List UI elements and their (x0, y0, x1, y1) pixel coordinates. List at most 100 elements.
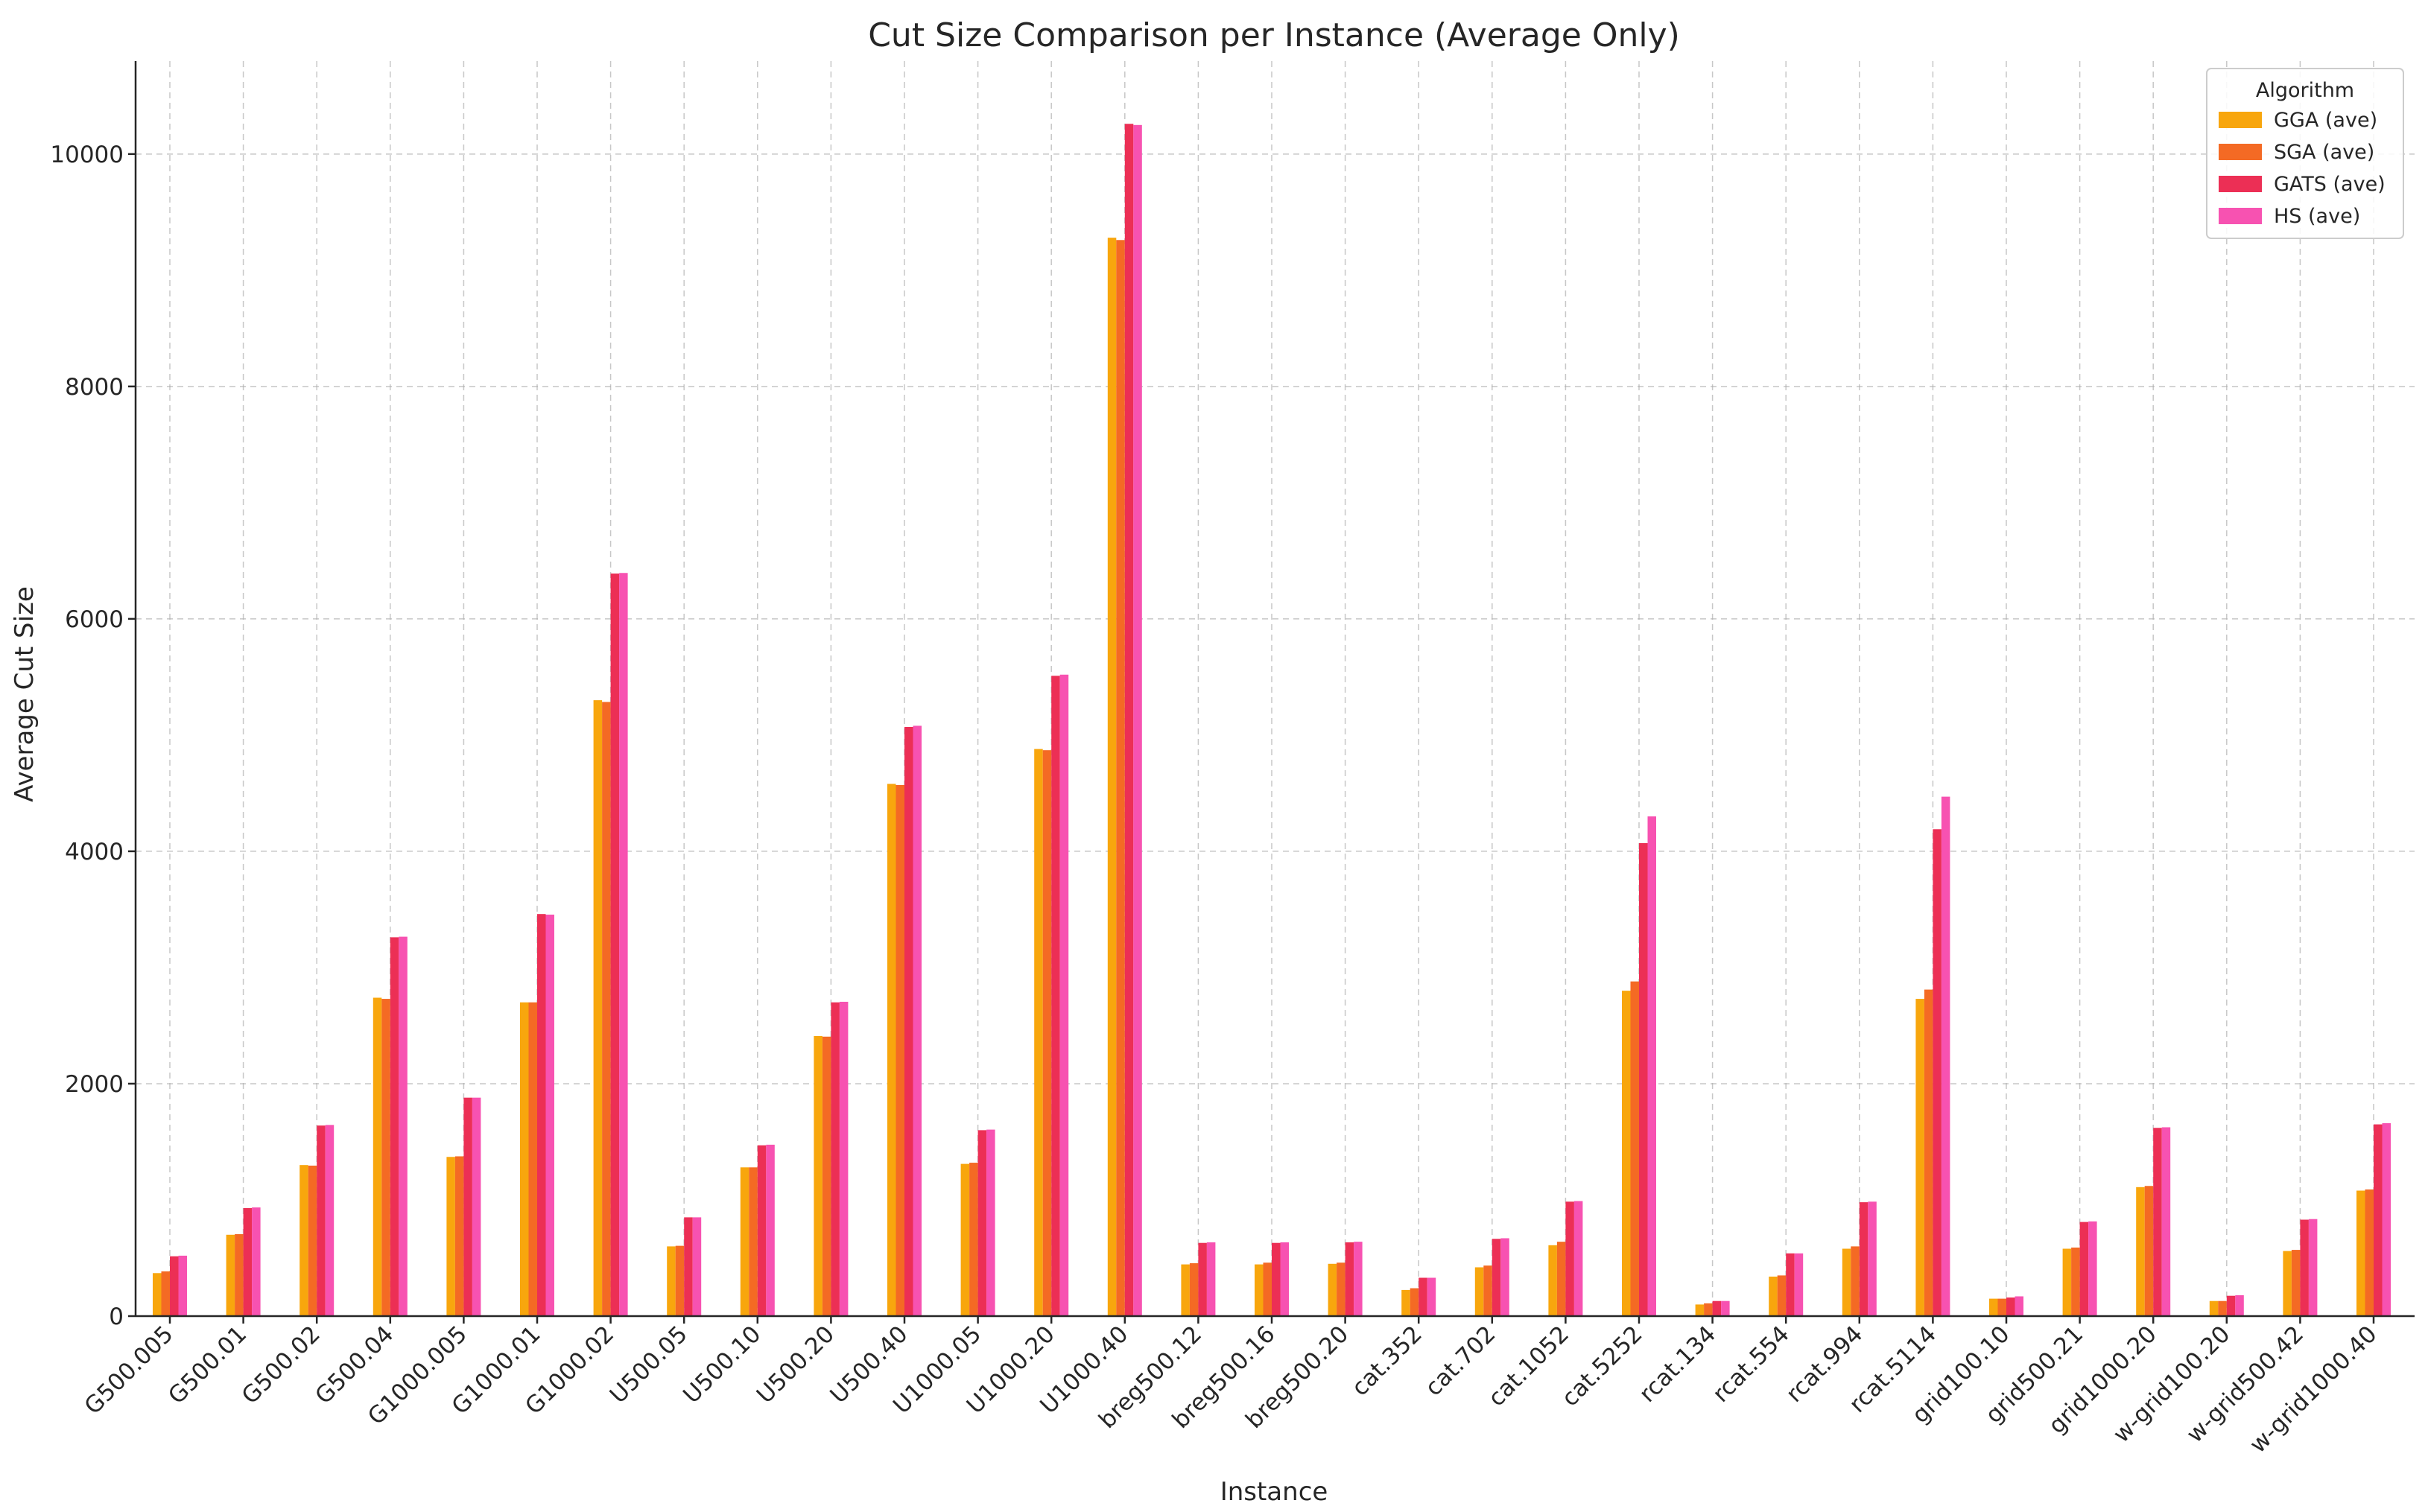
bar (684, 1217, 693, 1316)
bar (235, 1234, 244, 1316)
bar (814, 1035, 822, 1316)
bar (2365, 1189, 2374, 1316)
bar (161, 1271, 170, 1316)
x-tick-label: cat.5252 (1556, 1321, 1647, 1411)
x-tick-label: rcat.554 (1708, 1321, 1795, 1408)
legend-frame (2206, 68, 2404, 239)
bar (1851, 1246, 1860, 1316)
bar (887, 784, 896, 1316)
bar (545, 914, 554, 1316)
bar (2226, 1295, 2236, 1316)
bar (2015, 1296, 2023, 1316)
bar (977, 1130, 987, 1316)
bar (960, 1163, 970, 1316)
bar (1263, 1262, 1272, 1316)
bar (1059, 674, 1069, 1316)
bar (170, 1256, 179, 1316)
bar (1483, 1265, 1492, 1316)
bar (1924, 989, 1933, 1316)
bar (399, 936, 408, 1316)
bar (537, 914, 546, 1316)
bar (1474, 1267, 1484, 1316)
bar (2062, 1248, 2072, 1316)
x-tick-label: rcat.134 (1634, 1321, 1721, 1408)
bar (1721, 1300, 1730, 1316)
x-tick-label: U500.05 (605, 1321, 693, 1408)
legend-label: GATS (ave) (2274, 173, 2386, 196)
bar (1328, 1263, 1337, 1316)
bar (1933, 829, 1942, 1316)
legend-swatch (2219, 176, 2262, 192)
bar (1859, 1202, 1868, 1316)
y-tick-label: 4000 (65, 839, 124, 865)
legend-title: Algorithm (2256, 79, 2354, 102)
bar (1622, 991, 1631, 1316)
bar (1868, 1201, 1877, 1316)
bar (308, 1165, 317, 1316)
bar (317, 1125, 326, 1316)
x-tick-label: U500.10 (678, 1321, 766, 1408)
bar (1777, 1275, 1787, 1316)
bar (1410, 1288, 1419, 1316)
x-tick-label: cat.352 (1347, 1321, 1427, 1401)
bar (1255, 1264, 1264, 1316)
legend-label: GGA (ave) (2274, 109, 2377, 132)
bar (1695, 1304, 1705, 1316)
bar (1941, 796, 1950, 1316)
bar (2300, 1219, 2309, 1316)
bar (2374, 1124, 2383, 1316)
legend-label: HS (ave) (2274, 205, 2360, 228)
bar (528, 1002, 537, 1316)
bar (2153, 1128, 2162, 1316)
bar (766, 1144, 775, 1316)
bar (749, 1167, 758, 1316)
bar (2088, 1221, 2097, 1316)
bar (1639, 843, 1648, 1316)
legend: Algorithm GGA (ave) SGA (ave) GATS (ave) HS… (2206, 68, 2404, 239)
legend-swatch (2219, 144, 2262, 160)
bar (252, 1207, 261, 1316)
bar (226, 1234, 235, 1316)
bar (1548, 1245, 1557, 1316)
y-tick-label: 0 (109, 1303, 124, 1330)
bar (2161, 1127, 2171, 1316)
bar (2079, 1222, 2089, 1316)
bar (1116, 240, 1125, 1316)
bar (675, 1245, 685, 1316)
x-tick-label: G500.005 (80, 1321, 179, 1420)
legend-swatch (2219, 208, 2262, 224)
bar (472, 1097, 481, 1316)
bar (1997, 1298, 2006, 1316)
y-tick-label: 2000 (65, 1071, 124, 1098)
bar (1206, 1242, 1216, 1316)
bar (831, 1002, 840, 1316)
bar (153, 1273, 162, 1316)
bar (1630, 981, 1639, 1316)
bar (839, 1001, 849, 1316)
bar (1647, 816, 1656, 1316)
x-tick-label: U500.20 (752, 1321, 840, 1408)
x-tick-label: G500.01 (163, 1321, 252, 1409)
bar (1989, 1298, 1998, 1316)
bar (243, 1207, 253, 1316)
bar (1280, 1242, 1289, 1316)
bar (373, 997, 382, 1316)
x-axis-label: Instance (1220, 1477, 1328, 1507)
bar (1401, 1289, 1410, 1316)
bar (2382, 1123, 2391, 1316)
bar (1556, 1242, 1566, 1316)
bar (1786, 1253, 1795, 1316)
bar (1712, 1300, 1722, 1316)
bar (2308, 1219, 2318, 1316)
bars-layer (153, 124, 2391, 1316)
bar (2136, 1187, 2145, 1316)
x-tick-label: G500.02 (237, 1321, 326, 1409)
bar (2209, 1300, 2219, 1316)
bar (986, 1129, 995, 1316)
bar (2291, 1250, 2301, 1316)
bar (325, 1125, 335, 1316)
chart-title: Cut Size Comparison per Instance (Averag… (868, 16, 1680, 54)
bar (178, 1255, 187, 1316)
